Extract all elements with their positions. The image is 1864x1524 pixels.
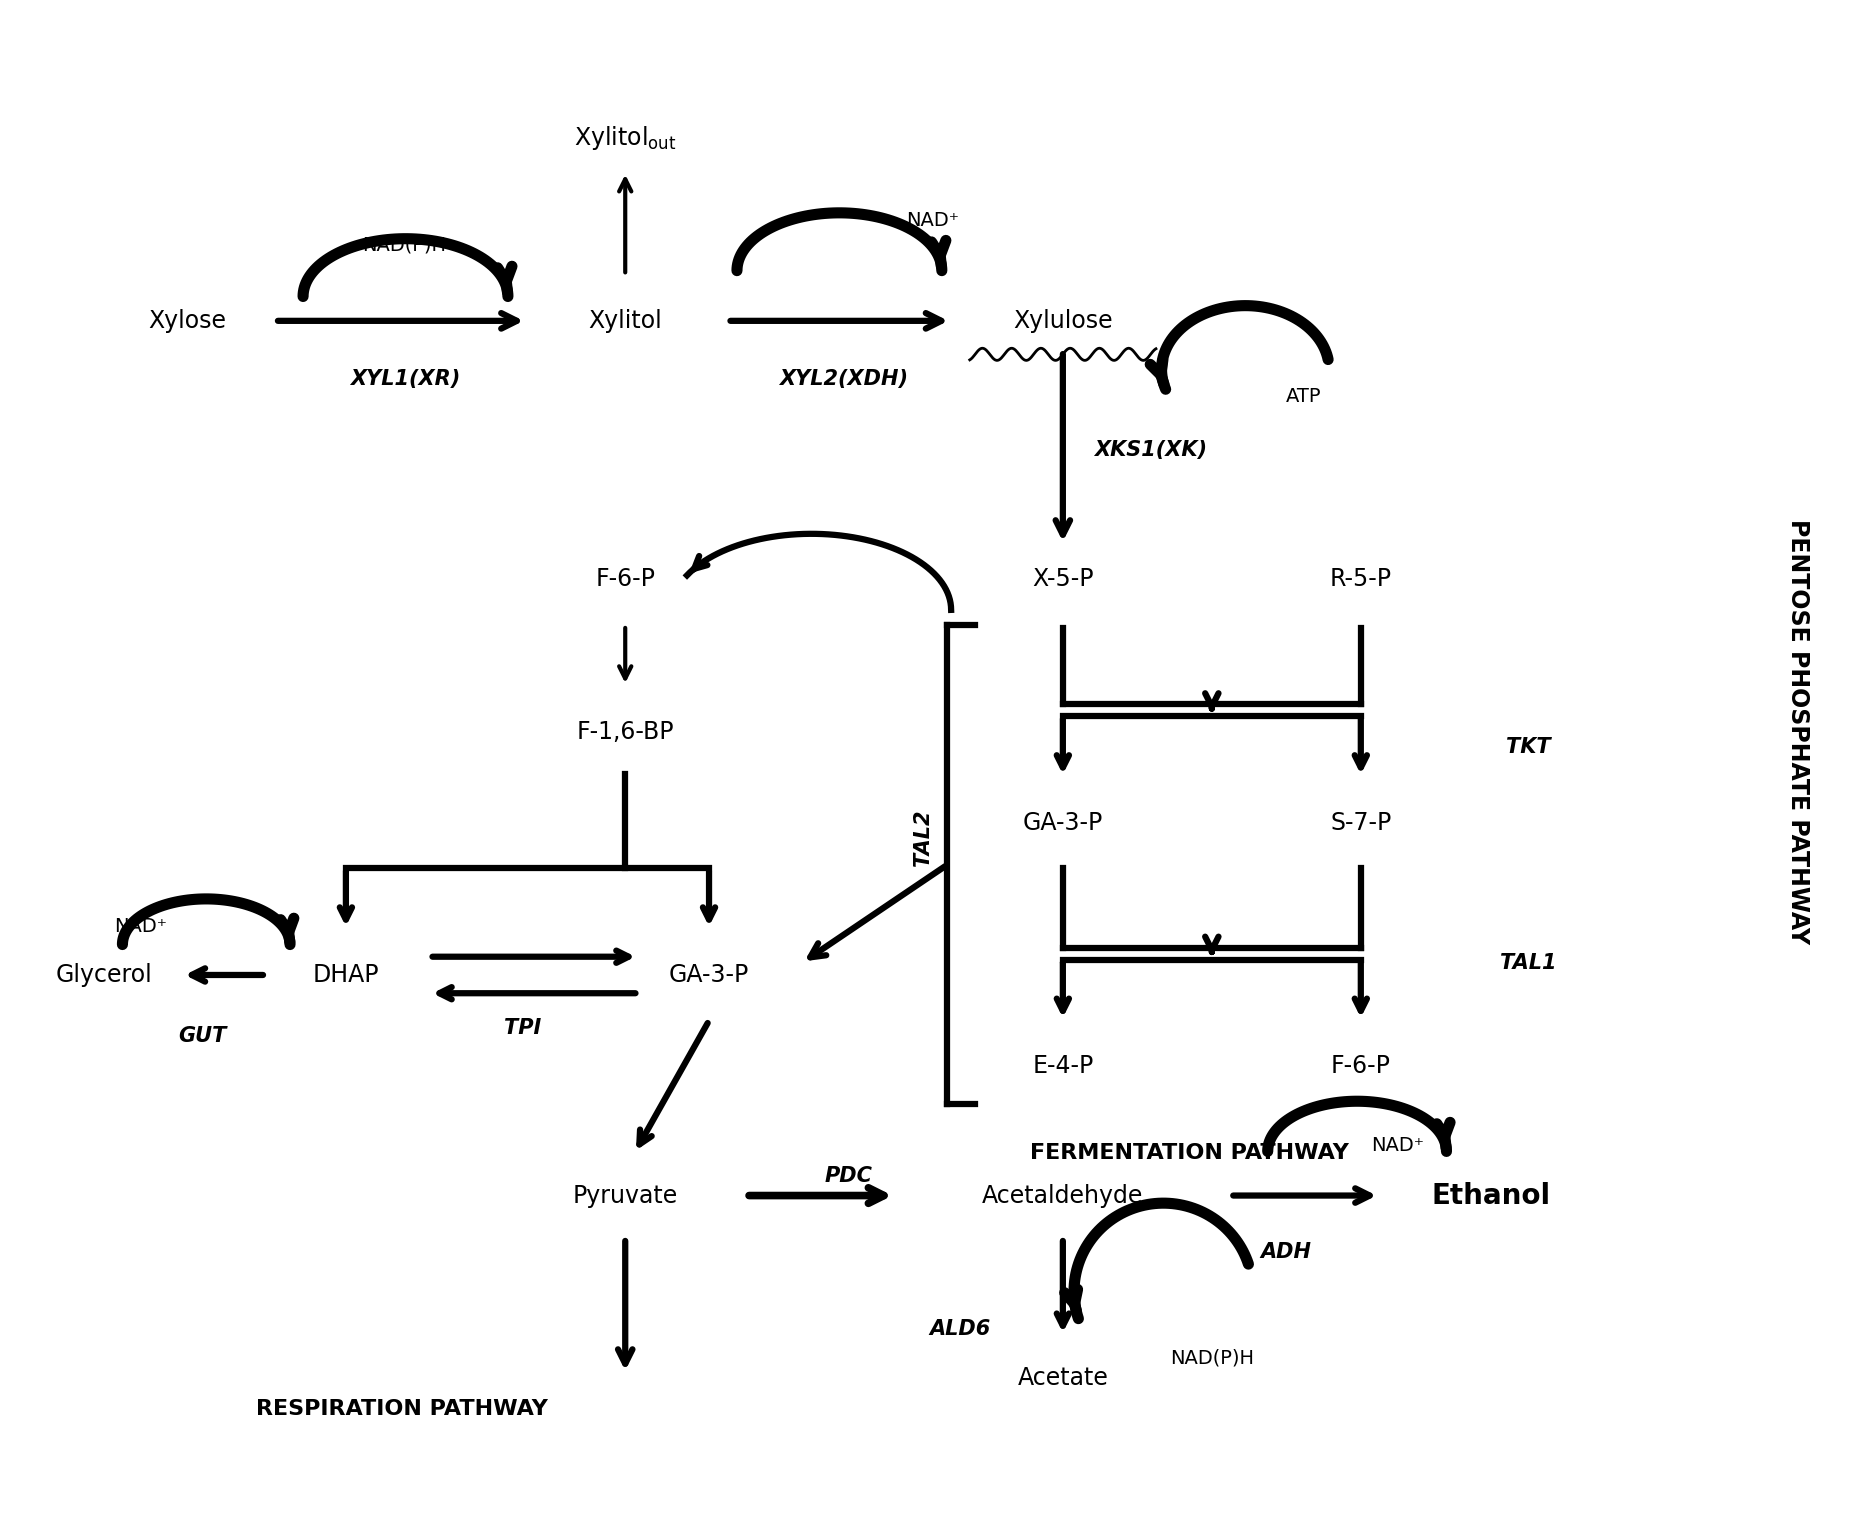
Text: DHAP: DHAP [313,963,378,988]
Text: Xylulose: Xylulose [1012,309,1113,332]
Text: TAL1: TAL1 [1499,952,1556,972]
Text: GA-3-P: GA-3-P [669,963,749,988]
Text: PDC: PDC [824,1166,872,1186]
Text: Pyruvate: Pyruvate [572,1184,677,1207]
Text: FERMENTATION PATHWAY: FERMENTATION PATHWAY [1029,1143,1348,1163]
Text: TAL2: TAL2 [913,809,932,866]
Text: Acetate: Acetate [1018,1366,1107,1390]
Text: F-6-P: F-6-P [595,567,654,591]
Text: NAD(P)H: NAD(P)H [1169,1349,1253,1369]
Text: Acetaldehyde: Acetaldehyde [982,1184,1143,1207]
Text: TPI: TPI [503,1018,541,1038]
Text: NAD⁺: NAD⁺ [114,917,168,936]
Text: ATP: ATP [1286,387,1322,407]
Text: Xylitol$_{\mathregular{out}}$: Xylitol$_{\mathregular{out}}$ [574,125,677,152]
Text: GUT: GUT [179,1026,227,1045]
Text: NAD⁺: NAD⁺ [906,210,958,230]
Text: XKS1(XK): XKS1(XK) [1094,440,1206,460]
Text: R-5-P: R-5-P [1329,567,1391,591]
Text: XYL2(XDH): XYL2(XDH) [777,369,908,389]
Text: X-5-P: X-5-P [1031,567,1092,591]
Text: F-1,6-BP: F-1,6-BP [576,719,673,744]
Text: RESPIRATION PATHWAY: RESPIRATION PATHWAY [255,1399,548,1419]
Text: GA-3-P: GA-3-P [1021,811,1102,835]
Text: NAD(P)H: NAD(P)H [362,235,445,255]
Text: Glycerol: Glycerol [56,963,153,988]
Text: Xylose: Xylose [149,309,227,332]
Text: S-7-P: S-7-P [1329,811,1391,835]
Text: E-4-P: E-4-P [1031,1055,1092,1079]
Text: Xylitol: Xylitol [587,309,662,332]
Text: NAD⁺: NAD⁺ [1370,1135,1424,1155]
Text: ALD6: ALD6 [930,1320,990,1340]
Text: XYL1(XR): XYL1(XR) [350,369,460,389]
Text: TKT: TKT [1506,736,1549,757]
Text: PENTOSE PHOSPHATE PATHWAY: PENTOSE PHOSPHATE PATHWAY [1786,520,1810,945]
Text: Ethanol: Ethanol [1432,1181,1549,1210]
Text: F-6-P: F-6-P [1331,1055,1391,1079]
Text: ADH: ADH [1260,1242,1310,1262]
